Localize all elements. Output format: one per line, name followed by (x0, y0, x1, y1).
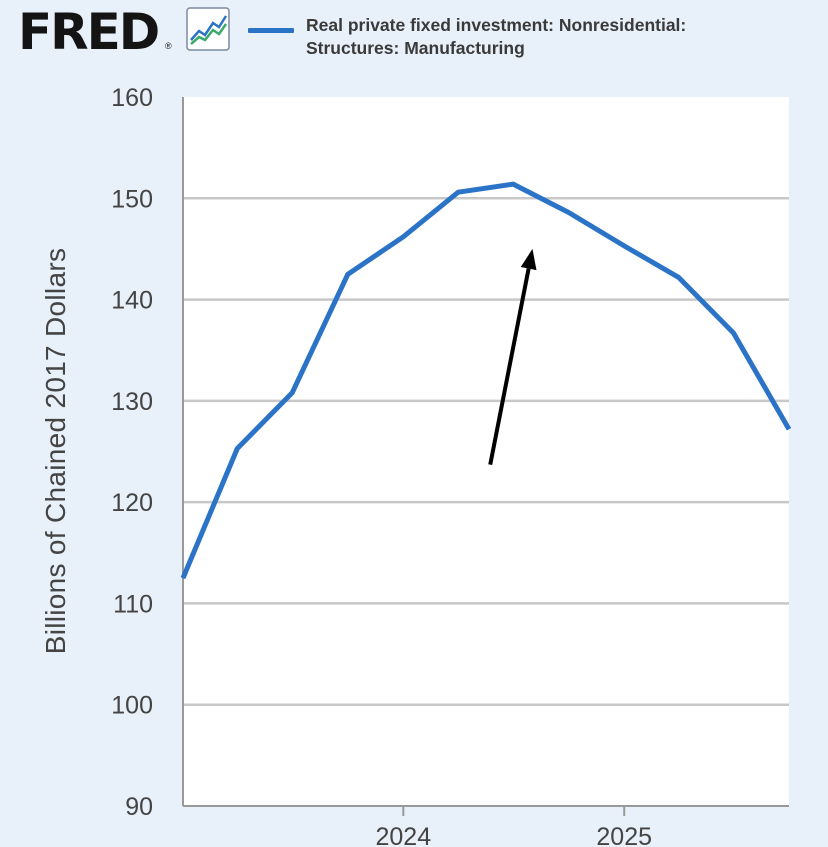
y-tick-label: 140 (111, 287, 153, 315)
series-line (180, 181, 792, 580)
line-chart-icon (186, 7, 230, 51)
annotations (488, 248, 537, 466)
annotation-arrow-shaft (488, 268, 531, 466)
legend-label-line-1: Real private fixed investment: Nonreside… (306, 15, 687, 35)
y-tick-label: 100 (111, 692, 153, 720)
x-axis: 2024 2025 (182, 97, 789, 847)
annotation-arrow-head (520, 248, 537, 271)
plot-area (183, 97, 789, 806)
y-tick-label: 120 (111, 489, 153, 517)
y-tick-label: 110 (113, 590, 153, 618)
y-tick-label: 160 (111, 84, 153, 112)
legend-label-line-2: Structures: Manufacturing (306, 38, 525, 58)
y-axis-ticks: 160 150 140 130 120 110 100 90 (111, 84, 153, 821)
y-tick-label: 90 (125, 793, 153, 821)
y-tick-label: 150 (111, 185, 153, 213)
legend-label: Real private fixed investment: Nonreside… (306, 14, 806, 60)
x-tick-label: 2024 (375, 823, 431, 847)
legend-swatch (248, 28, 294, 33)
gridlines (183, 197, 789, 706)
y-tick-label: 130 (111, 388, 153, 416)
x-tick-label: 2025 (596, 823, 652, 847)
registered-mark: ® (165, 41, 172, 51)
series-lines (180, 181, 792, 580)
fred-logo: FRED (18, 3, 160, 61)
